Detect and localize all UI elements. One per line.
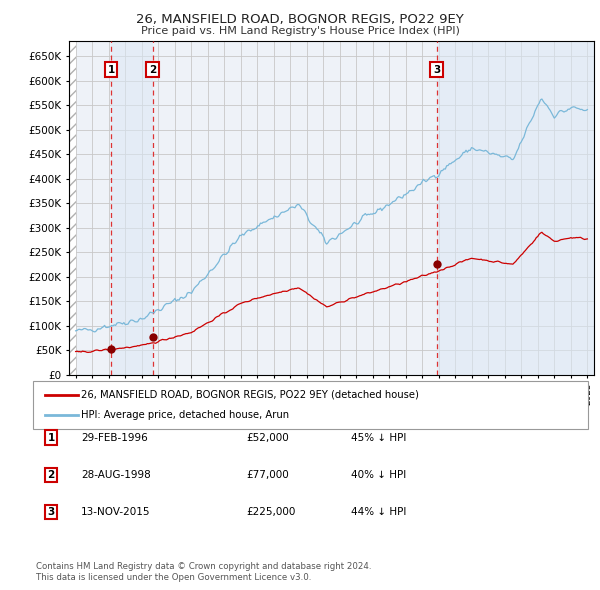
Text: £52,000: £52,000 <box>246 433 289 442</box>
Bar <box>437 41 594 375</box>
Text: 26, MANSFIELD ROAD, BOGNOR REGIS, PO22 9EY (detached house): 26, MANSFIELD ROAD, BOGNOR REGIS, PO22 9… <box>81 390 419 400</box>
Text: This data is licensed under the Open Government Licence v3.0.: This data is licensed under the Open Gov… <box>36 573 311 582</box>
Text: 2: 2 <box>47 470 55 480</box>
Text: Price paid vs. HM Land Registry's House Price Index (HPI): Price paid vs. HM Land Registry's House … <box>140 26 460 36</box>
Text: 28-AUG-1998: 28-AUG-1998 <box>81 470 151 480</box>
Text: 29-FEB-1996: 29-FEB-1996 <box>81 433 148 442</box>
Text: Contains HM Land Registry data © Crown copyright and database right 2024.: Contains HM Land Registry data © Crown c… <box>36 562 371 571</box>
Text: 44% ↓ HPI: 44% ↓ HPI <box>351 507 406 517</box>
Text: 3: 3 <box>433 65 440 74</box>
Text: 45% ↓ HPI: 45% ↓ HPI <box>351 433 406 442</box>
Text: 1: 1 <box>107 65 115 74</box>
Text: 40% ↓ HPI: 40% ↓ HPI <box>351 470 406 480</box>
Bar <box>111 41 152 375</box>
Text: 3: 3 <box>47 507 55 517</box>
Text: £77,000: £77,000 <box>246 470 289 480</box>
Text: 13-NOV-2015: 13-NOV-2015 <box>81 507 151 517</box>
Text: 2: 2 <box>149 65 156 74</box>
Text: 26, MANSFIELD ROAD, BOGNOR REGIS, PO22 9EY: 26, MANSFIELD ROAD, BOGNOR REGIS, PO22 9… <box>136 13 464 26</box>
Text: HPI: Average price, detached house, Arun: HPI: Average price, detached house, Arun <box>81 409 289 419</box>
Text: £225,000: £225,000 <box>246 507 295 517</box>
Text: 1: 1 <box>47 433 55 442</box>
